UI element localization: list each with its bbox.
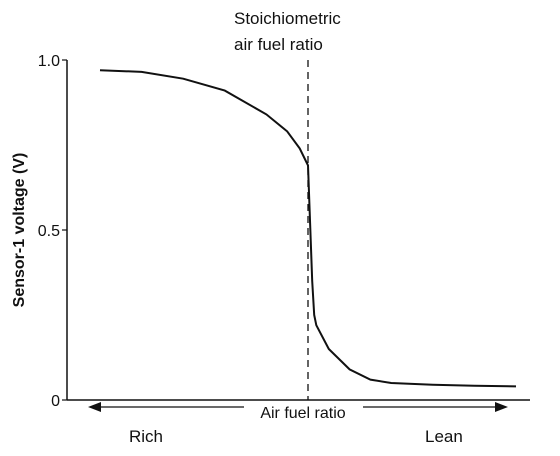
y-tick-label-mid: 0.5 <box>38 223 60 240</box>
y-axis-label: Sensor-1 voltage (V) <box>11 153 28 308</box>
y-tick-label-top: 1.0 <box>38 53 60 70</box>
sensor-voltage-curve <box>99 69 517 388</box>
rich-arrowhead <box>88 402 101 412</box>
rich-label: Rich <box>129 427 163 446</box>
lean-arrowhead <box>495 402 508 412</box>
y-tick-label-bottom: 0 <box>51 393 60 410</box>
x-axis-label: Air fuel ratio <box>260 405 345 422</box>
lean-label: Lean <box>425 427 463 446</box>
stoichiometric-label-line2: air fuel ratio <box>234 35 323 54</box>
stoichiometric-label-line1: Stoichiometric <box>234 9 341 28</box>
